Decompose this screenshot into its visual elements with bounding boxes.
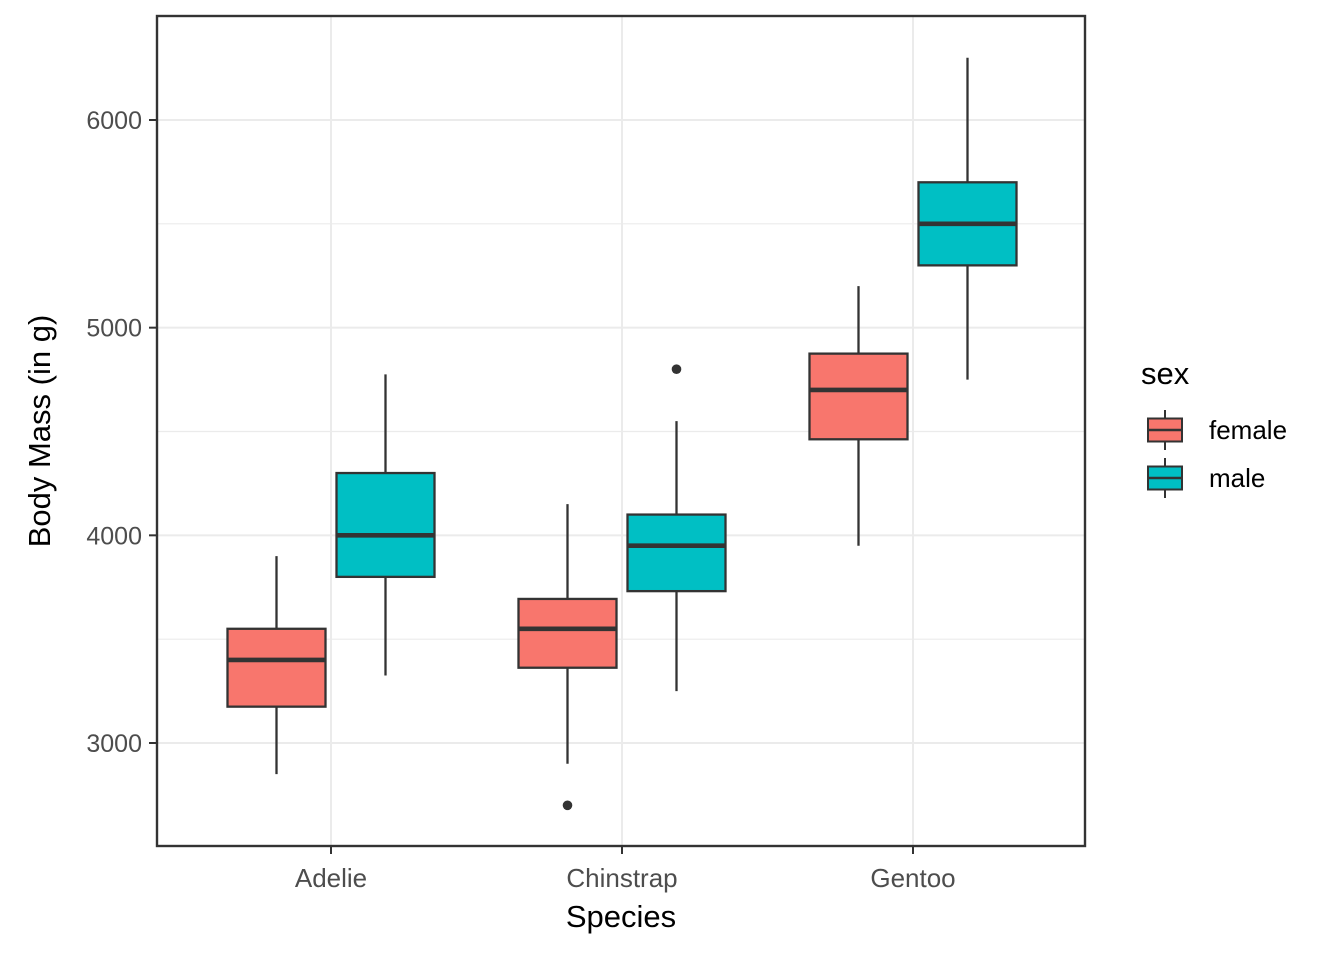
box-male-chinstrap xyxy=(626,513,727,593)
legend-key-male-boxplot-icon xyxy=(1147,457,1183,499)
outlier-point xyxy=(562,800,573,811)
legend-key-female-boxplot-icon xyxy=(1147,409,1183,451)
outlier-point xyxy=(671,364,682,374)
y-axis-title: Body Mass (in g) xyxy=(22,314,57,548)
x-axis-title: Species xyxy=(565,899,677,934)
y-tick-label: 3000 xyxy=(86,730,142,758)
legend: sex female male xyxy=(1141,356,1287,502)
legend-title: sex xyxy=(1141,356,1190,391)
legend-label-female: female xyxy=(1209,414,1288,445)
y-tick-label: 6000 xyxy=(86,107,142,135)
y-tick-label: 5000 xyxy=(86,315,142,343)
box-male-adelie xyxy=(335,471,436,579)
x-tick-label: Gentoo xyxy=(870,863,955,893)
legend-item-male: male xyxy=(1141,454,1287,502)
x-tick-label: Adelie xyxy=(295,863,367,893)
x-tick-label: Chinstrap xyxy=(566,863,677,893)
legend-key-glyph xyxy=(1147,410,1183,450)
box-female-adelie xyxy=(226,627,327,708)
y-tick-label: 4000 xyxy=(86,522,142,550)
legend-key-glyph xyxy=(1147,458,1183,498)
legend-item-female: female xyxy=(1141,406,1287,454)
legend-label-male: male xyxy=(1209,462,1266,493)
box-female-gentoo xyxy=(808,352,909,441)
box-female-chinstrap xyxy=(517,597,618,669)
